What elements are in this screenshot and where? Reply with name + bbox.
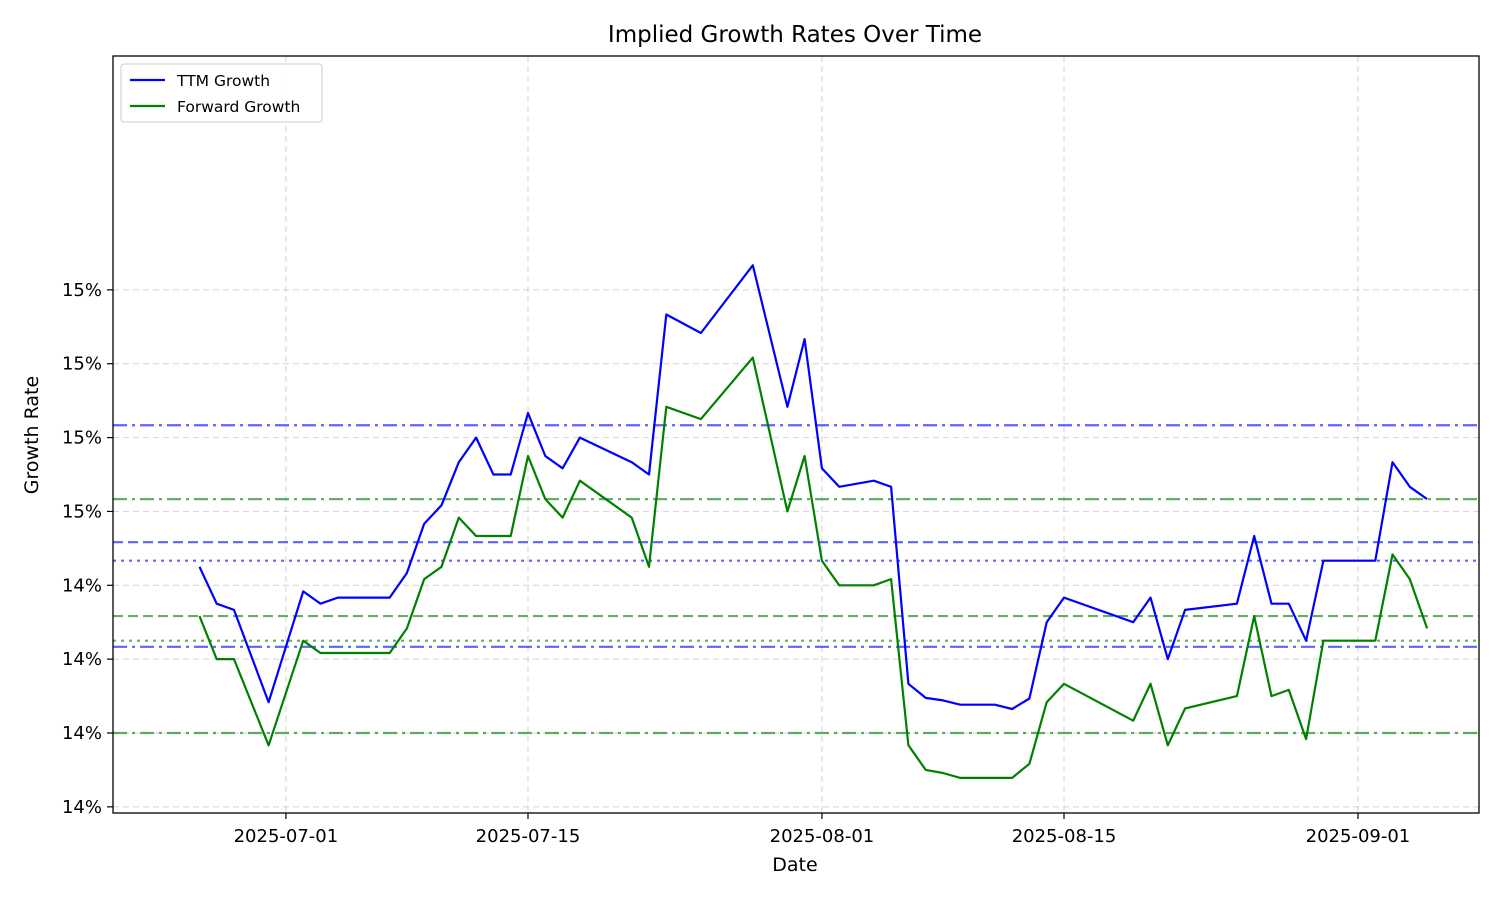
y-tick-label: 14%	[62, 797, 102, 818]
x-tick-label: 2025-09-01	[1306, 826, 1411, 847]
x-tick-label: 2025-08-15	[1012, 826, 1117, 847]
y-tick-label: 15%	[62, 354, 102, 375]
x-tick-label: 2025-07-01	[234, 826, 339, 847]
legend: TTM Growth Forward Growth	[120, 63, 323, 123]
x-tick-label: 2025-08-01	[770, 826, 875, 847]
y-tick-label: 14%	[62, 649, 102, 670]
forward-growth-line	[198, 356, 1429, 780]
reference-lines	[113, 424, 1479, 735]
y-tick-label: 15%	[62, 501, 102, 522]
y-tick-label: 15%	[62, 280, 102, 301]
y-axis-label: Growth Rate	[21, 376, 43, 494]
x-tick-label: 2025-07-15	[476, 826, 581, 847]
legend-box	[120, 63, 323, 123]
y-tick-label: 15%	[62, 428, 102, 449]
y-axis-ticks: 14% 14% 14% 14% 15% 15% 15% 15%	[62, 280, 113, 818]
chart-title: Implied Growth Rates Over Time	[608, 22, 982, 48]
y-tick-label: 14%	[62, 575, 102, 596]
y-tick-label: 14%	[62, 723, 102, 744]
legend-label-forward: Forward Growth	[177, 98, 300, 116]
x-axis-ticks: 2025-07-01 2025-07-15 2025-08-01 2025-08-15…	[234, 813, 1411, 847]
legend-label-ttm: TTM Growth	[176, 72, 270, 90]
x-axis-label: Date	[772, 854, 817, 876]
ttm-growth-line	[198, 264, 1428, 711]
series-lines	[198, 264, 1429, 780]
plot-frame	[112, 55, 1480, 814]
